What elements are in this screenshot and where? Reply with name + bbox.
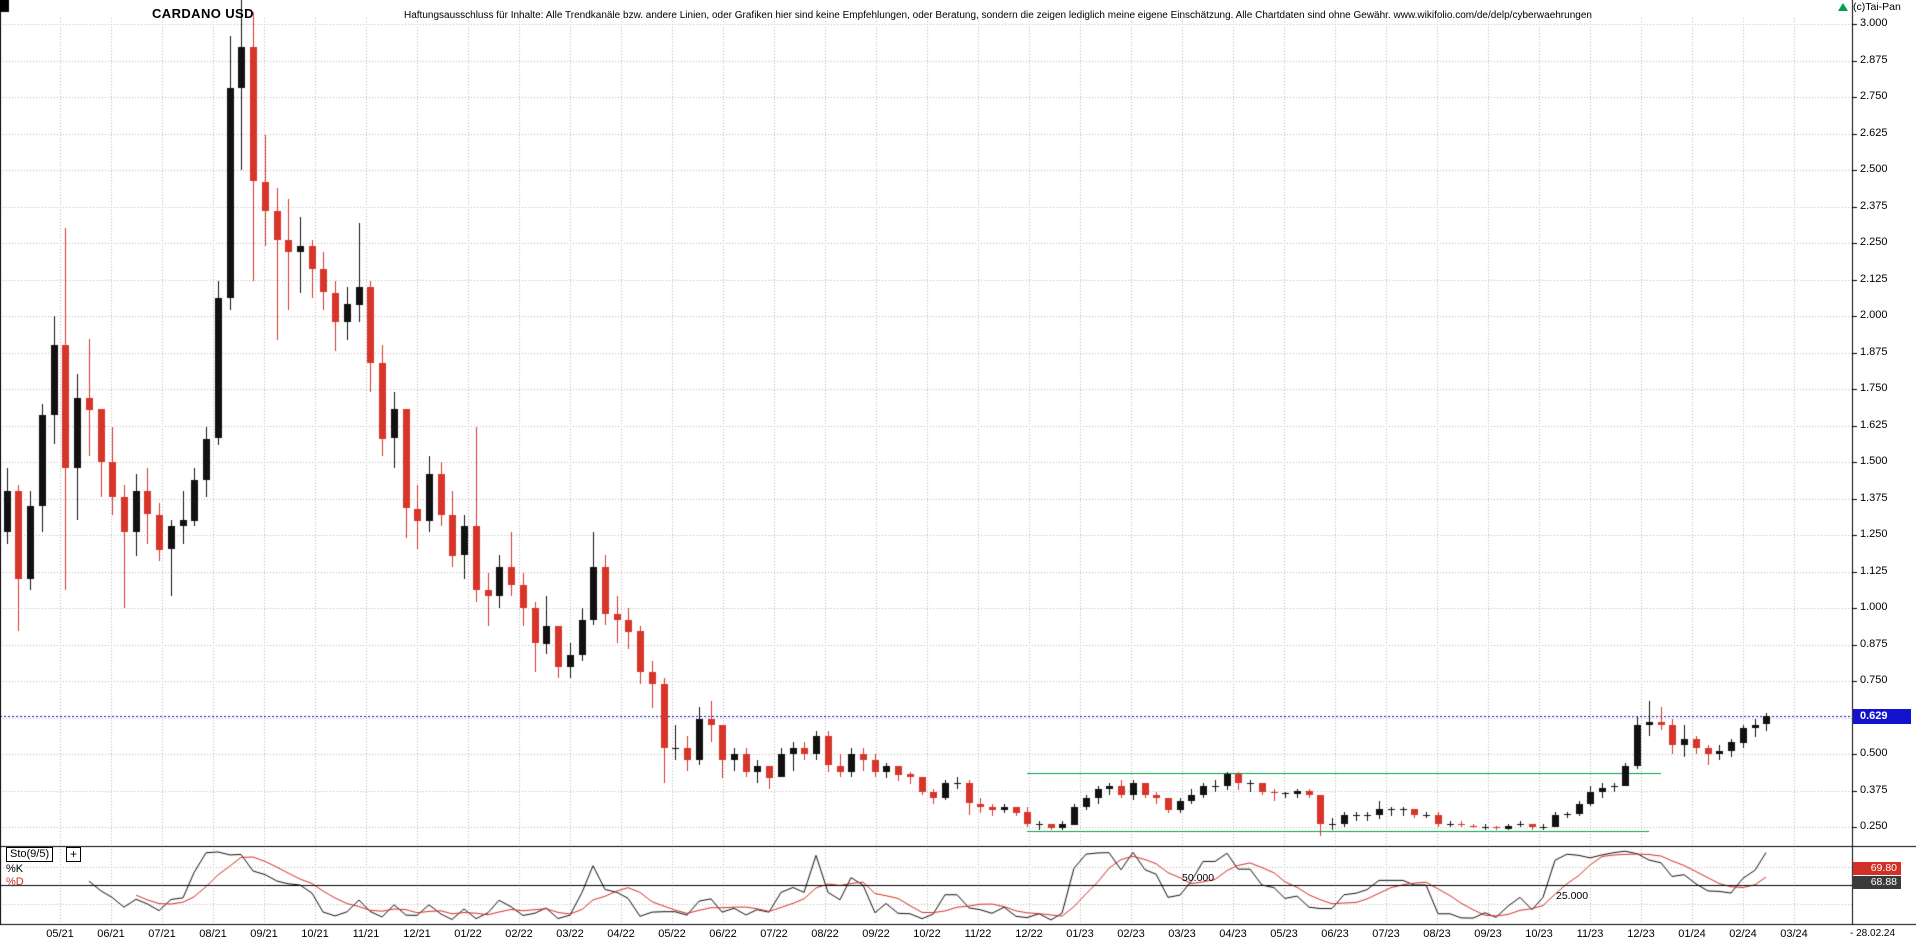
percent-d-label: %D	[6, 876, 24, 888]
indicator-label: Sto(9/5)	[10, 848, 50, 860]
copyright-label: (c)Tai-Pan	[1853, 1, 1901, 13]
date-axis-label: 07/23	[1372, 928, 1400, 940]
price-axis-label: 1.625	[1860, 419, 1888, 431]
date-axis-label: 04/22	[607, 928, 635, 940]
sto-level-50-label: 50.000	[1182, 872, 1215, 884]
price-axis-label: 1.500	[1860, 455, 1888, 467]
date-axis-label: 07/21	[148, 928, 176, 940]
price-axis-label: 1.875	[1860, 346, 1888, 358]
price-axis-label: 1.375	[1860, 492, 1888, 504]
date-axis-label: 10/22	[913, 928, 941, 940]
date-axis-label: 12/23	[1627, 928, 1655, 940]
price-axis-label: 1.125	[1860, 565, 1888, 577]
plus-icon: +	[69, 847, 77, 861]
disclaimer-text: Haftungsausschluss für Inhalte: Alle Tre…	[404, 10, 1592, 21]
sto-level-25-label: 25.000	[1556, 890, 1589, 902]
price-axis-label: 2.000	[1860, 309, 1888, 321]
date-axis-label: 10/21	[301, 928, 329, 940]
price-axis-label: 0.500	[1860, 747, 1888, 759]
price-axis-label: 0.875	[1860, 638, 1888, 650]
date-axis-label: 03/23	[1168, 928, 1196, 940]
date-axis-label: 07/22	[760, 928, 788, 940]
date-axis-label: 08/22	[811, 928, 839, 940]
date-axis-label: 01/23	[1066, 928, 1094, 940]
chart-title: CARDANO USD	[152, 6, 254, 21]
date-axis-label: 05/23	[1270, 928, 1298, 940]
date-axis-label: 12/22	[1015, 928, 1043, 940]
price-axis-label: 2.875	[1860, 54, 1888, 66]
percent-d-value-box: 68.88	[1853, 876, 1901, 889]
date-axis-label: 11/23	[1576, 928, 1604, 940]
price-axis-label: 3.000	[1860, 17, 1888, 29]
date-axis-label: 09/21	[250, 928, 278, 940]
date-axis-label: 03/24	[1780, 928, 1808, 940]
price-axis-label: 1.000	[1860, 601, 1888, 613]
price-axis-label: 0.375	[1860, 784, 1888, 796]
date-axis-label: 05/22	[658, 928, 686, 940]
date-axis-label: 08/23	[1423, 928, 1451, 940]
percent-k-value-box: 69.80	[1853, 862, 1901, 875]
price-axis-label: 0.250	[1860, 820, 1888, 832]
current-price-box: 0.629	[1853, 709, 1911, 724]
date-axis-label: 10/23	[1525, 928, 1553, 940]
price-axis-label: 2.625	[1860, 127, 1888, 139]
scroll-up-arrow-icon[interactable]	[1838, 3, 1848, 11]
date-axis-label: 11/21	[352, 928, 380, 940]
date-axis-label: 02/22	[505, 928, 533, 940]
indicator-label-button[interactable]: Sto(9/5)	[6, 847, 54, 862]
date-axis-label: 11/22	[964, 928, 992, 940]
price-axis-label: 0.750	[1860, 674, 1888, 686]
date-axis-label: 02/23	[1117, 928, 1145, 940]
date-axis-label: 03/22	[556, 928, 584, 940]
date-axis-label: 01/24	[1678, 928, 1706, 940]
percent-k-label: %K	[6, 863, 24, 875]
date-axis-label: 12/21	[403, 928, 431, 940]
price-axis-label: 1.250	[1860, 528, 1888, 540]
date-axis-label: 02/24	[1729, 928, 1757, 940]
date-axis-label: 09/22	[862, 928, 890, 940]
price-axis-label: 1.750	[1860, 382, 1888, 394]
date-axis-label: 04/23	[1219, 928, 1247, 940]
date-axis-label: 06/23	[1321, 928, 1349, 940]
price-axis-label: 2.500	[1860, 163, 1888, 175]
date-axis-label: 09/23	[1474, 928, 1502, 940]
price-axis-label: 2.125	[1860, 273, 1888, 285]
price-axis-label: 2.750	[1860, 90, 1888, 102]
date-axis-label: 08/21	[199, 928, 227, 940]
date-axis-label: 01/22	[454, 928, 482, 940]
end-date-label: - 28.02.24	[1850, 928, 1896, 939]
price-axis-label: 2.250	[1860, 236, 1888, 248]
date-axis-label: 05/21	[46, 928, 74, 940]
indicator-add-button[interactable]: +	[66, 847, 81, 862]
date-axis-label: 06/21	[97, 928, 125, 940]
price-axis-label: 2.375	[1860, 200, 1888, 212]
date-axis-label: 06/22	[709, 928, 737, 940]
